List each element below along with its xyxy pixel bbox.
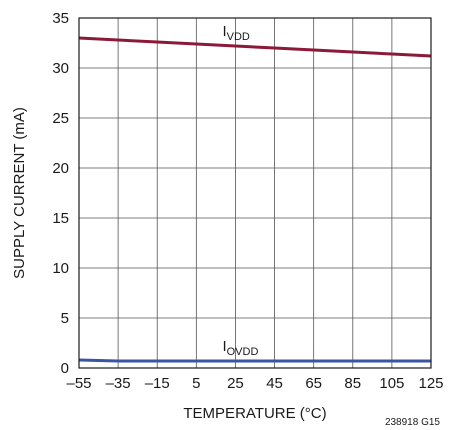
x-tick-label: 85 bbox=[344, 375, 361, 392]
y-tick-label: 20 bbox=[52, 160, 69, 177]
series-lines bbox=[78, 36, 432, 363]
y-tick-label: 15 bbox=[52, 210, 69, 227]
y-tick-label: 5 bbox=[61, 310, 69, 327]
y-tick-label: 0 bbox=[61, 360, 69, 377]
x-tick-label: 105 bbox=[379, 375, 404, 392]
x-axis-title: TEMPERATURE (°C) bbox=[183, 405, 326, 422]
x-tick-label: 125 bbox=[418, 375, 443, 392]
x-tick-label: –35 bbox=[106, 375, 131, 392]
figure-code: 238918 G15 bbox=[385, 417, 440, 428]
y-tick-label: 35 bbox=[52, 10, 69, 27]
plot-frame bbox=[78, 17, 432, 369]
x-tick-labels: –55 –35 –15 5 25 45 65 85 105 125 bbox=[66, 375, 443, 392]
series-labels: IVDD IOVDD bbox=[222, 23, 258, 358]
y-tick-labels: 0 5 10 15 20 25 30 35 bbox=[52, 10, 69, 377]
x-tick-label: 5 bbox=[192, 375, 200, 392]
series-label-ivdd: IVDD bbox=[222, 23, 249, 43]
y-tick-label: 10 bbox=[52, 260, 69, 277]
series-line-iovdd bbox=[78, 358, 431, 363]
y-axis-title: SUPPLY CURRENT (mA) bbox=[11, 107, 28, 279]
x-tick-label: 65 bbox=[305, 375, 322, 392]
x-tick-label: 25 bbox=[227, 375, 244, 392]
x-tick-label: –15 bbox=[145, 375, 170, 392]
x-tick-label: 45 bbox=[266, 375, 283, 392]
series-line-ivdd bbox=[78, 36, 432, 58]
grid bbox=[78, 17, 432, 369]
y-tick-label: 30 bbox=[52, 60, 69, 77]
series-label-iovdd: IOVDD bbox=[222, 338, 258, 358]
x-tick-label: –55 bbox=[66, 375, 91, 392]
y-tick-label: 25 bbox=[52, 110, 69, 127]
